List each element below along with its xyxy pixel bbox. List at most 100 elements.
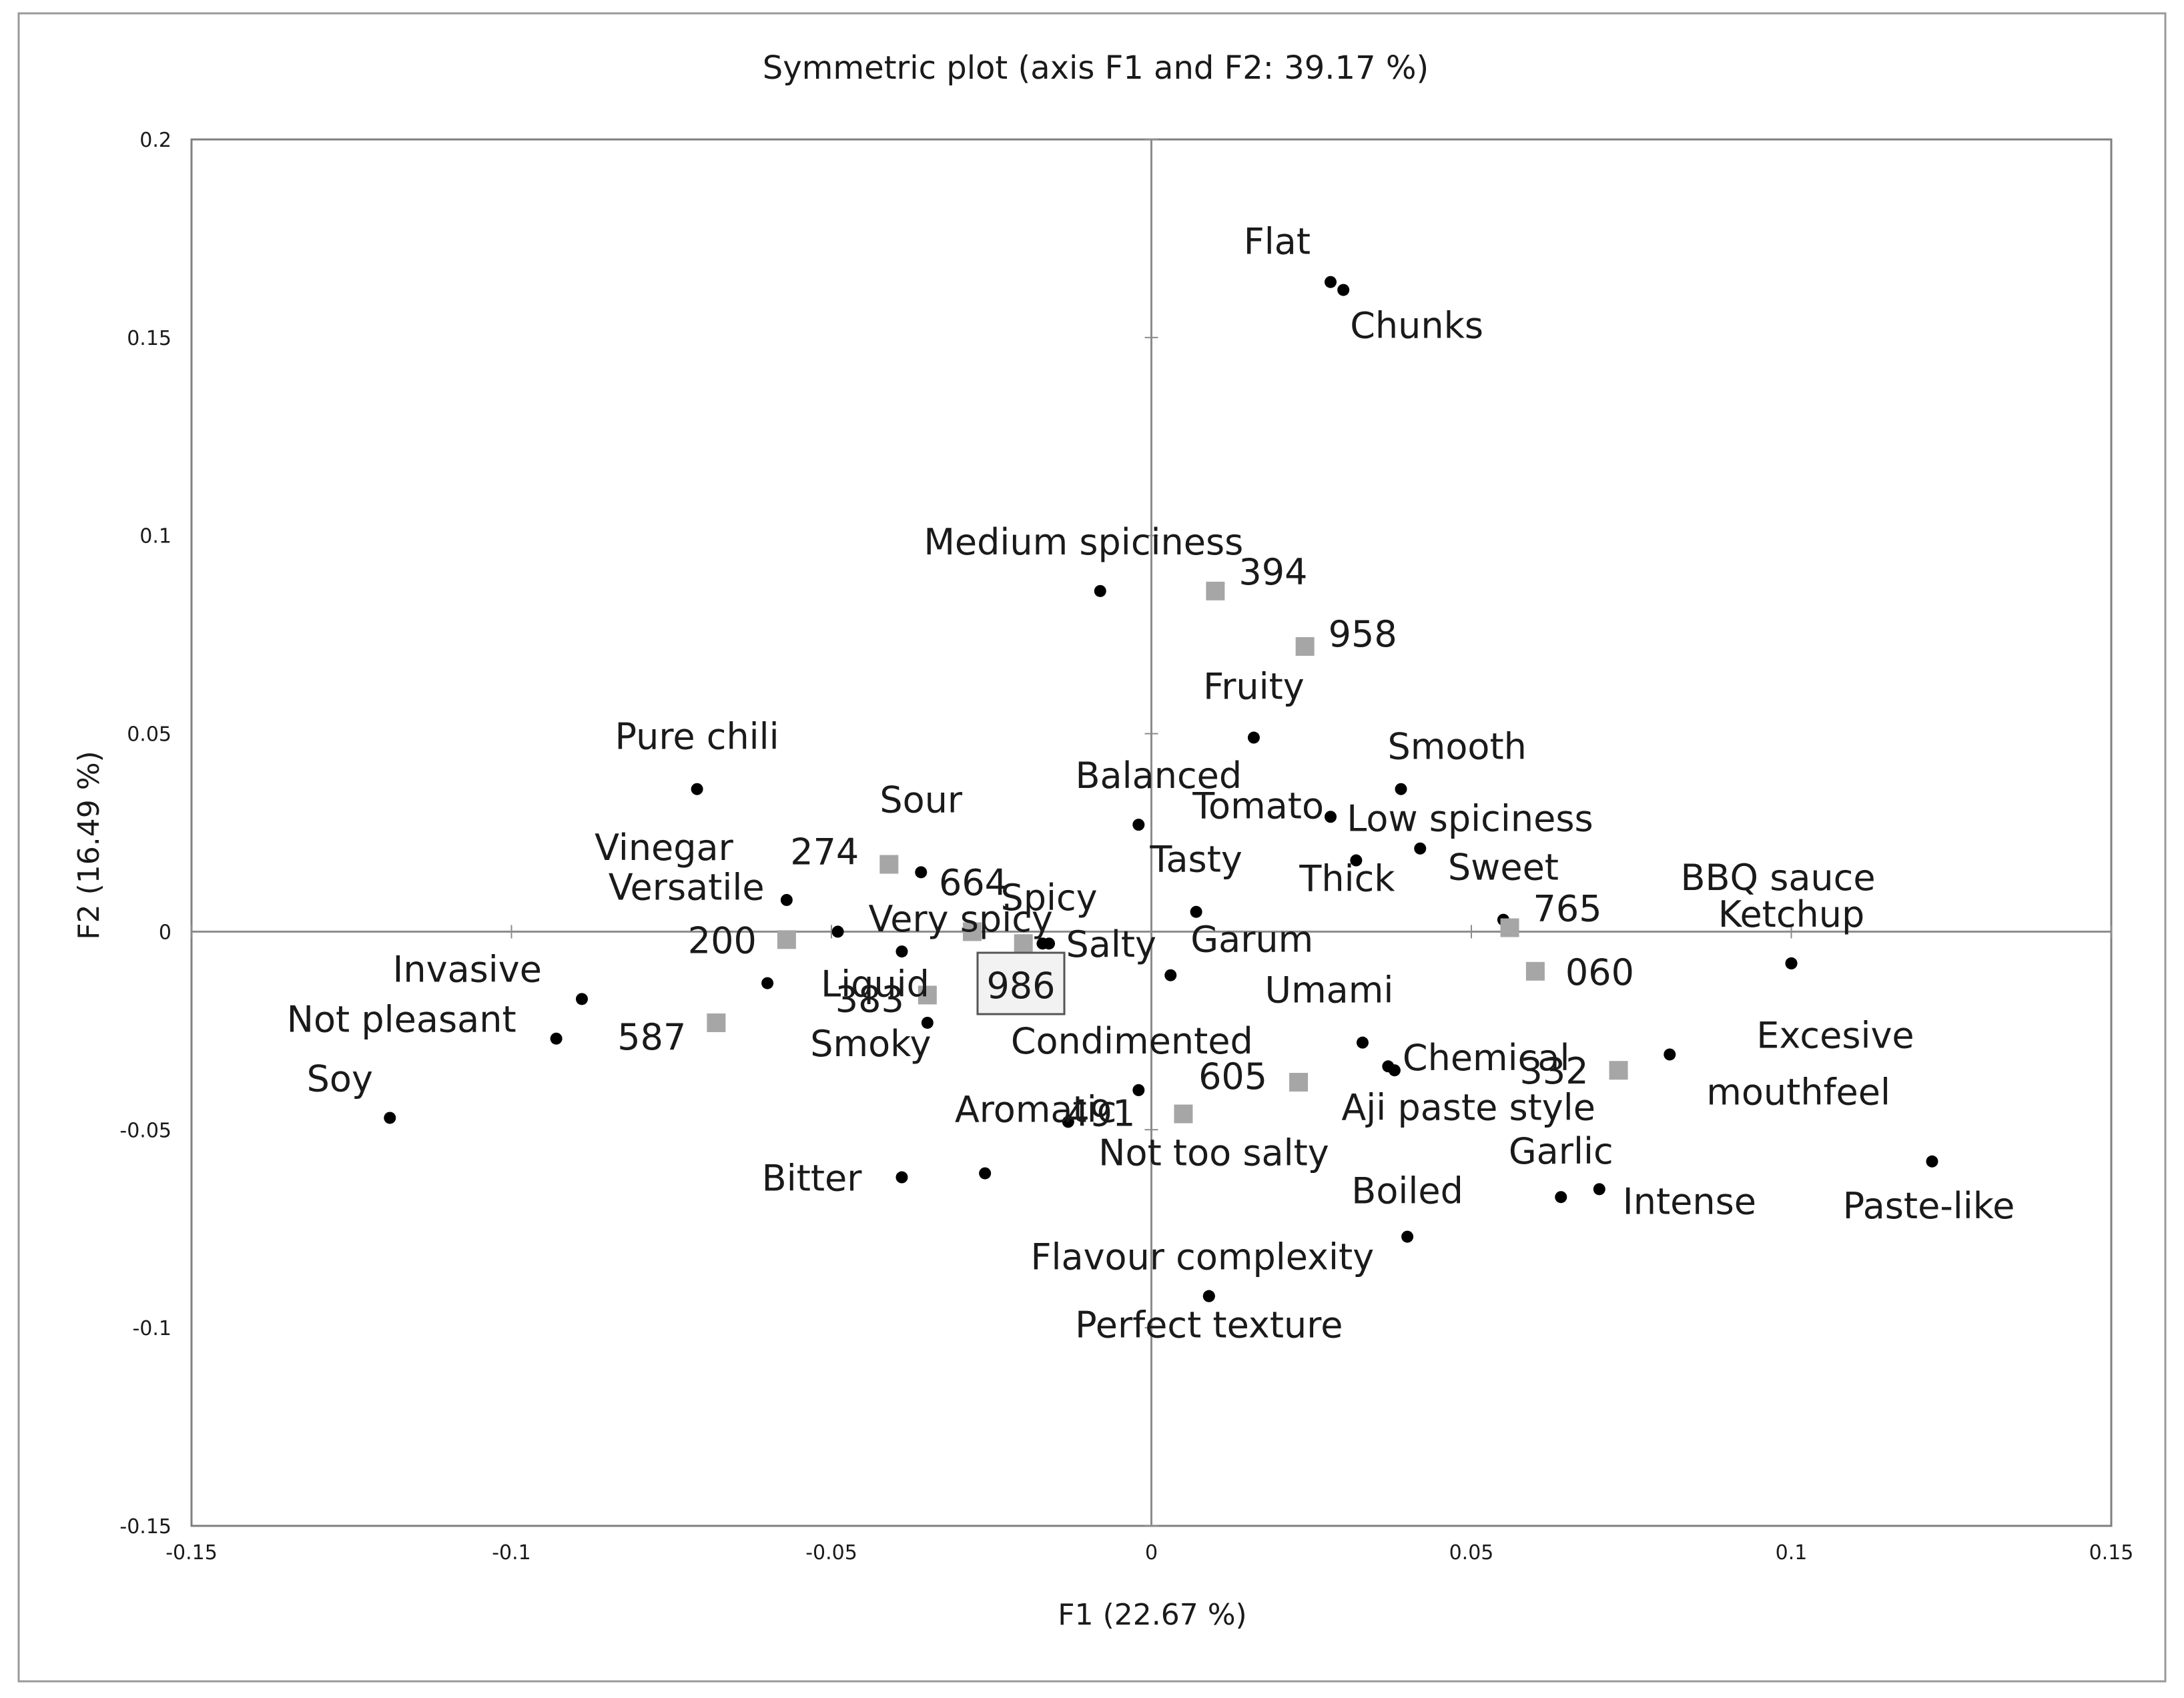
- attribute-point-umami: [1356, 1036, 1369, 1049]
- attribute-label-spicy: Spicy: [1000, 877, 1097, 919]
- attribute-label-smooth: Smooth: [1388, 726, 1527, 768]
- product-point-986: [1014, 934, 1033, 953]
- x-tick-label: 0.05: [1449, 1541, 1494, 1565]
- product-point-587: [707, 1013, 726, 1032]
- attribute-point-soy: [384, 1112, 396, 1124]
- attribute-point-tasty: [1190, 905, 1202, 918]
- product-label-332: 332: [1519, 1050, 1588, 1092]
- y-tick-label: 0.05: [127, 723, 171, 747]
- product-label-605: 605: [1198, 1055, 1267, 1098]
- attribute-label-pure-chili: Pure chili: [615, 716, 779, 758]
- attribute-label-sweet: Sweet: [1448, 847, 1559, 889]
- attribute-point-condimented: [1132, 1084, 1145, 1096]
- attribute-label-chunks: Chunks: [1350, 305, 1483, 347]
- product-point-765: [1500, 918, 1519, 937]
- chart-title: Symmetric plot (axis F1 and F2: 39.17 %): [763, 49, 1429, 87]
- x-tick-label: 0.15: [2089, 1541, 2134, 1565]
- attribute-point-garlic: [1555, 1191, 1567, 1204]
- attribute-point-tomato: [1325, 811, 1337, 823]
- attribute-label-bbq-sauce: BBQ sauce: [1680, 857, 1875, 899]
- y-tick-label: 0.2: [139, 129, 171, 152]
- product-label-060: 060: [1565, 951, 1634, 993]
- attribute-point-aji-paste-style: [1382, 1060, 1395, 1073]
- attribute-label-aromatic: Aromatic: [955, 1088, 1117, 1130]
- attribute-point-invasive: [575, 993, 588, 1005]
- x-tick-label: -0.1: [492, 1541, 531, 1565]
- attribute-point-chunks: [1337, 284, 1350, 296]
- product-point-958: [1295, 636, 1315, 656]
- attribute-point-flat: [1325, 276, 1337, 288]
- attribute-point-medium-spiciness: [1094, 584, 1106, 597]
- x-tick-label: 0: [1145, 1541, 1158, 1565]
- product-point-060: [1525, 961, 1545, 981]
- attribute-label-tasty: Tasty: [1149, 839, 1242, 881]
- attribute-label-versatile: Versatile: [609, 866, 765, 908]
- attribute-label-liquid: Liquid: [821, 963, 930, 1005]
- product-label-958: 958: [1329, 613, 1397, 655]
- product-label-383: 383: [835, 978, 904, 1020]
- attribute-label-medium-spiciness: Medium spiciness: [924, 521, 1243, 563]
- x-tick-label: 0.1: [1776, 1541, 1808, 1565]
- product-point-491: [1174, 1104, 1193, 1124]
- attribute-point-garum: [1164, 969, 1177, 981]
- data-labels: Flat Chunks Medium spiciness Fruity Smooth To…: [287, 221, 2015, 1346]
- attribute-label-soy: Soy: [307, 1057, 373, 1100]
- data-marks: [384, 276, 1938, 1302]
- attribute-label-garlic: Garlic: [1509, 1130, 1613, 1172]
- x-axis-label: F1 (22.67 %): [1058, 1598, 1246, 1632]
- attribute-label-flat: Flat: [1244, 221, 1311, 263]
- product-label-274: 274: [790, 831, 859, 873]
- attribute-label-intense: Intense: [1623, 1180, 1756, 1222]
- attribute-label-not-too-salty: Not too salty: [1098, 1132, 1329, 1174]
- product-point-332: [1609, 1061, 1628, 1080]
- attribute-label-condimented: Condimented: [1011, 1020, 1253, 1062]
- attribute-label-salty: Salty: [1066, 923, 1156, 965]
- attribute-point-perfect-texture: [1202, 1290, 1215, 1302]
- attribute-point-bitter: [895, 1171, 908, 1184]
- x-tick-label: -0.15: [165, 1541, 218, 1565]
- y-tick-label: -0.1: [132, 1317, 171, 1340]
- attribute-point-thick: [1350, 854, 1363, 867]
- y-tick-label: 0.1: [139, 525, 171, 548]
- product-label-664: 664: [939, 861, 1008, 903]
- x-tick-label: -0.05: [805, 1541, 857, 1565]
- product-label-200: 200: [688, 919, 757, 961]
- product-label-587: 587: [617, 1016, 686, 1058]
- attribute-point-not-too-salty: [979, 1167, 992, 1180]
- attribute-point-very-spicy: [895, 945, 908, 958]
- outer-frame: [17, 12, 2167, 1683]
- attribute-point-balanced: [1132, 819, 1145, 831]
- attribute-label-very-spicy: Very spicy: [868, 898, 1052, 940]
- attribute-label-bitter: Bitter: [762, 1158, 863, 1200]
- attribute-point-smooth: [1395, 783, 1407, 795]
- attribute-point-versatile: [831, 925, 844, 938]
- attribute-point-ketchup: [1785, 957, 1798, 969]
- product-point-605: [1289, 1073, 1309, 1092]
- attribute-label-flavour-complexity: Flavour complexity: [1030, 1236, 1374, 1278]
- y-tick-label: 0.15: [127, 327, 171, 350]
- attribute-point-smoky: [921, 1016, 934, 1029]
- attribute-label-invasive: Invasive: [392, 948, 542, 990]
- y-tick-label: -0.05: [119, 1119, 171, 1142]
- attribute-label-thick: Thick: [1299, 858, 1395, 900]
- product-label-986: 986: [986, 965, 1055, 1007]
- attribute-label-umami: Umami: [1265, 969, 1394, 1011]
- attribute-point-vinegar: [780, 893, 793, 906]
- product-point-664: [962, 922, 982, 941]
- attribute-label-perfect-texture: Perfect texture: [1075, 1304, 1343, 1346]
- attribute-label-aji-paste-style: Aji paste style: [1341, 1086, 1595, 1128]
- y-axis-label: F2 (16.49 %): [72, 751, 106, 939]
- attribute-label-boiled: Boiled: [1351, 1170, 1463, 1212]
- attribute-label-garum: Garum: [1190, 919, 1313, 961]
- attribute-point-not-pleasant: [550, 1032, 563, 1045]
- attribute-label-vinegar: Vinegar: [595, 827, 734, 869]
- attribute-label-tomato: Tomato: [1192, 785, 1324, 827]
- attribute-point-pure-chili: [691, 783, 703, 795]
- attribute-label-sour: Sour: [879, 779, 963, 821]
- product-point-274: [879, 855, 899, 874]
- attribute-point-liquid: [761, 977, 774, 989]
- attribute-label-fruity: Fruity: [1203, 666, 1305, 708]
- attribute-label-balanced: Balanced: [1075, 755, 1242, 797]
